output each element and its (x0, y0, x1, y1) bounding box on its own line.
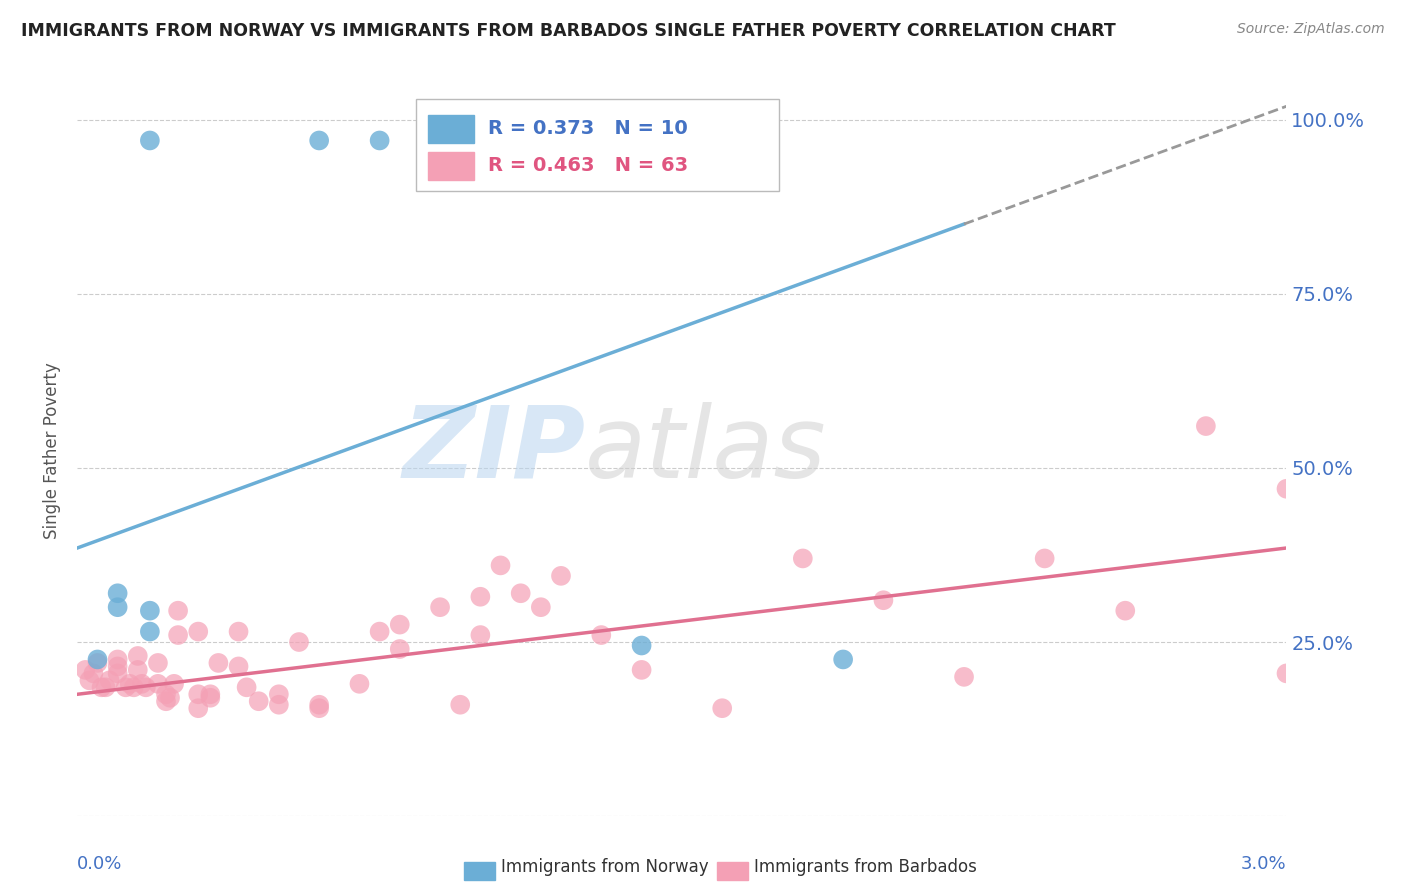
Point (235, 681, 257, 695)
FancyBboxPatch shape (416, 99, 779, 191)
Text: 3.0%: 3.0% (1241, 855, 1286, 873)
Text: R = 0.373   N = 10: R = 0.373 N = 10 (488, 120, 688, 138)
Point (228, 624, 250, 639)
Point (86, 656, 108, 670)
Text: Immigrants from Barbados: Immigrants from Barbados (754, 858, 977, 876)
Point (139, 133, 162, 147)
Point (228, 659, 250, 673)
Point (200, 687, 222, 701)
Point (163, 677, 186, 691)
Point (308, 133, 330, 147)
Point (832, 652, 855, 666)
Point (187, 624, 209, 639)
Point (187, 687, 209, 701)
Point (114, 681, 136, 695)
Point (1114, 604, 1136, 618)
Y-axis label: Single Father Poverty: Single Father Poverty (44, 362, 62, 539)
Point (107, 666, 129, 681)
Text: R = 0.463   N = 63: R = 0.463 N = 63 (488, 156, 689, 175)
Text: Source: ZipAtlas.com: Source: ZipAtlas.com (1237, 22, 1385, 37)
Point (630, 639, 652, 653)
Point (187, 701, 209, 715)
Point (530, 600, 553, 615)
Point (90, 681, 112, 695)
Point (449, 698, 471, 712)
Point (159, 690, 181, 705)
Point (94, 681, 117, 695)
Point (155, 687, 177, 701)
Point (207, 656, 229, 670)
Text: 0.0%: 0.0% (77, 855, 122, 873)
Text: Immigrants from Norway: Immigrants from Norway (501, 858, 709, 876)
Point (388, 642, 411, 657)
Point (247, 694, 270, 708)
Point (155, 694, 177, 708)
Point (107, 600, 129, 615)
Point (127, 663, 149, 677)
Text: IMMIGRANTS FROM NORWAY VS IMMIGRANTS FROM BARBADOS SINGLE FATHER POVERTY CORRELA: IMMIGRANTS FROM NORWAY VS IMMIGRANTS FRO… (21, 22, 1116, 40)
Point (1275, 482, 1298, 496)
Point (470, 590, 492, 604)
Point (591, 628, 613, 642)
Point (953, 670, 976, 684)
Point (509, 586, 531, 600)
Point (131, 677, 153, 691)
Point (118, 677, 141, 691)
Point (470, 628, 492, 642)
Text: ZIP: ZIP (402, 402, 585, 499)
Point (388, 617, 411, 632)
Point (107, 586, 129, 600)
Point (792, 551, 814, 566)
Point (127, 648, 149, 663)
Point (368, 133, 391, 147)
Point (75, 663, 97, 677)
Point (288, 635, 311, 649)
Point (167, 628, 190, 642)
Point (489, 558, 512, 573)
Point (872, 593, 894, 607)
Point (79, 673, 101, 688)
Point (107, 659, 129, 673)
Point (308, 701, 330, 715)
Point (711, 701, 734, 715)
Point (1033, 551, 1056, 566)
Point (429, 600, 451, 615)
Point (308, 698, 330, 712)
Point (139, 624, 162, 639)
Point (267, 687, 290, 701)
Point (630, 663, 652, 677)
Text: atlas: atlas (585, 402, 827, 499)
Point (200, 690, 222, 705)
Point (167, 604, 190, 618)
Point (146, 656, 169, 670)
Point (139, 604, 162, 618)
Point (82, 666, 104, 681)
Point (349, 677, 371, 691)
Point (1275, 666, 1298, 681)
Point (86, 652, 108, 666)
Point (135, 681, 157, 695)
Point (146, 677, 169, 691)
Point (122, 681, 145, 695)
Point (107, 652, 129, 666)
Point (1195, 419, 1218, 434)
Bar (427, 115, 474, 144)
Point (550, 569, 572, 583)
Point (368, 624, 391, 639)
Bar (427, 152, 474, 180)
Point (267, 698, 290, 712)
Point (98, 673, 121, 688)
